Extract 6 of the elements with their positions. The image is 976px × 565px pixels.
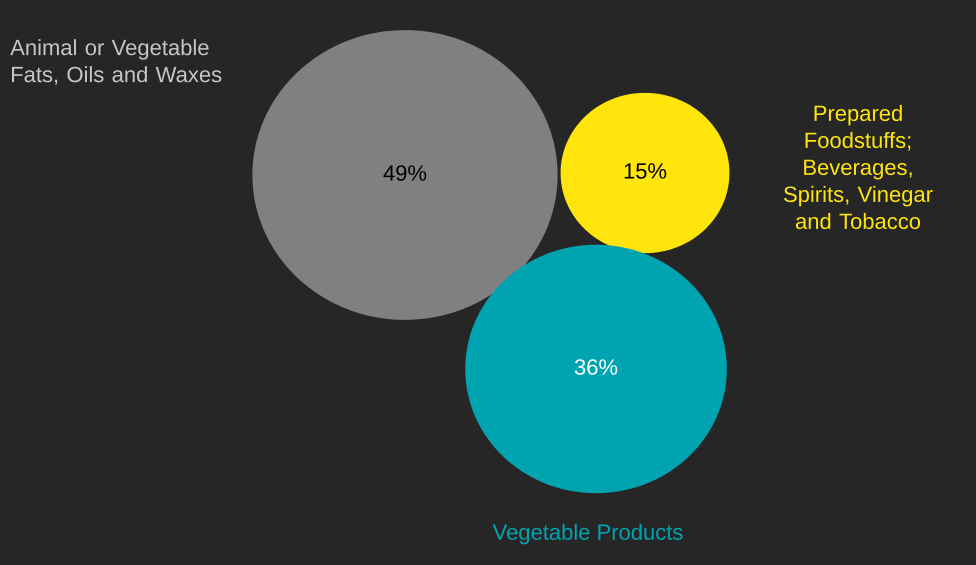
category-label: Vegetable Products	[492, 524, 683, 544]
data-label: 36%	[574, 359, 618, 375]
data-label: 49%	[383, 165, 426, 181]
category-label: Animal or Vegetable Fats, Oils and Waxes	[10, 39, 222, 85]
data-label: 15%	[624, 163, 666, 179]
category-label: Prepared Foodstuffs; Beverages, Spirits, Vinegar and Tobacco	[784, 104, 933, 230]
